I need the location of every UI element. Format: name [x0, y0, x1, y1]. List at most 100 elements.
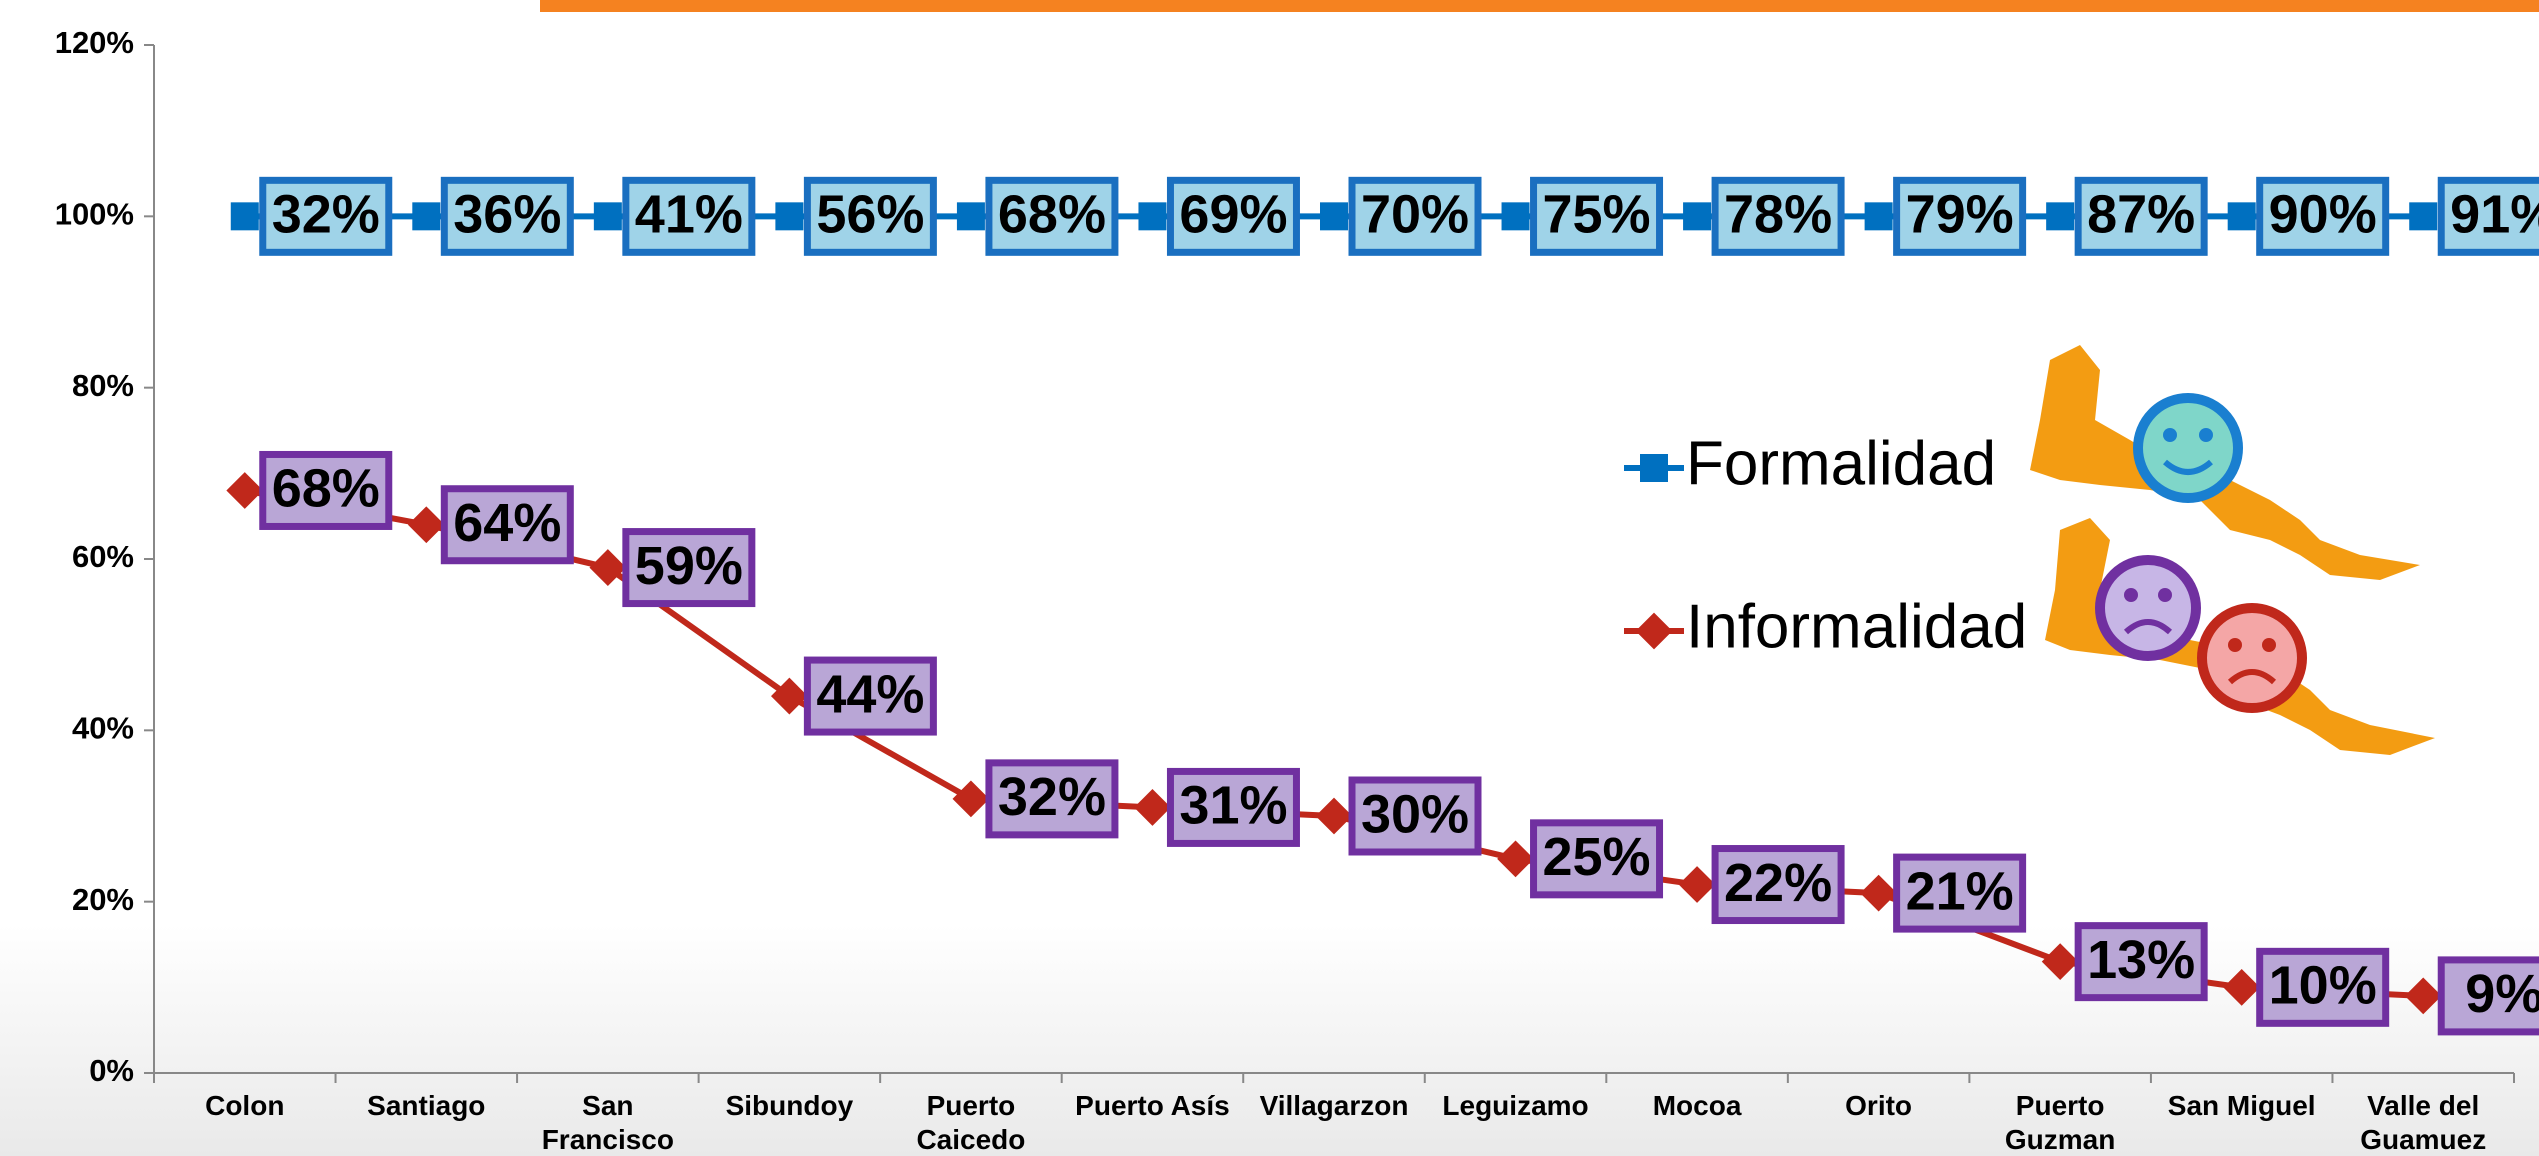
- point: [2041, 943, 2079, 981]
- sad-face: [2197, 603, 2307, 713]
- y-tick-label: 120%: [55, 25, 134, 60]
- data-label: 68%: [272, 459, 380, 519]
- data-label: 75%: [1542, 185, 1650, 245]
- data-label: 10%: [2269, 956, 2377, 1016]
- data-label: 32%: [272, 185, 380, 245]
- x-tick-label: Sibundoy: [725, 1090, 854, 1121]
- data-label: 30%: [1361, 784, 1469, 844]
- smile: [2163, 459, 2213, 475]
- x-tick-label: Puerto Asís: [1075, 1090, 1230, 1121]
- point: [2227, 202, 2256, 231]
- label-box: [622, 528, 756, 608]
- label-box: [259, 176, 393, 256]
- top-bar: [540, 0, 2539, 12]
- x-tick-label: Puerto Guzman: [2004, 1090, 2116, 1155]
- point: [1678, 866, 1716, 903]
- x-tick-label: Leguizamo: [1442, 1090, 1589, 1121]
- label-box: [1348, 776, 1482, 856]
- label-box: [1166, 176, 1300, 256]
- map-shape: [2030, 345, 2420, 580]
- data-label: 25%: [1542, 827, 1650, 887]
- point: [1138, 202, 1167, 231]
- legend-marker: [1640, 454, 1668, 482]
- data-label: 36%: [453, 185, 561, 245]
- label-box: [2074, 176, 2208, 256]
- data-label: 31%: [1179, 776, 1287, 836]
- label-box: [1348, 176, 1482, 256]
- label-box: [1530, 819, 1664, 899]
- label-box: [1893, 176, 2027, 256]
- point: [2046, 202, 2075, 231]
- x-tick-label: San Miguel: [2167, 1090, 2316, 1121]
- data-label: 32%: [998, 767, 1106, 827]
- label-box: [2437, 956, 2539, 1036]
- point: [1134, 789, 1171, 826]
- point: [1320, 202, 1348, 231]
- x-tick-label: Mocoa: [1652, 1090, 1742, 1121]
- label-box: [2074, 922, 2208, 1002]
- point: [226, 472, 264, 509]
- point: [1497, 840, 1534, 878]
- label-box: [259, 450, 393, 530]
- label-box: [622, 176, 756, 256]
- eye: [2199, 428, 2213, 442]
- x-tick-label: Puerto Caicedo: [916, 1090, 1026, 1155]
- data-label: 87%: [2087, 185, 2195, 245]
- data-label: 90%: [2269, 185, 2377, 245]
- point: [230, 202, 259, 231]
- label-box: [803, 176, 937, 256]
- data-label: 64%: [453, 493, 561, 553]
- label-box: [985, 759, 1119, 839]
- label-box: [985, 176, 1119, 256]
- label-box: [2256, 947, 2390, 1027]
- data-label: 56%: [816, 185, 924, 245]
- label-box: [1711, 845, 1845, 925]
- point: [952, 780, 990, 818]
- eye: [2124, 588, 2138, 602]
- frown: [2227, 669, 2277, 685]
- data-label: 9%: [2465, 964, 2539, 1024]
- point: [593, 202, 622, 231]
- data-label: 21%: [1906, 861, 2014, 921]
- y-tick-label: 20%: [72, 882, 134, 917]
- data-label: 91%: [2450, 185, 2539, 245]
- eye: [2228, 638, 2242, 652]
- point: [1860, 874, 1898, 912]
- data-label: 22%: [1724, 853, 1832, 913]
- label-box: [1893, 853, 2027, 933]
- y-tick-label: 60%: [72, 539, 134, 574]
- y-tick-label: 40%: [72, 711, 134, 746]
- happy-face: [2133, 393, 2243, 503]
- decoration: [2030, 345, 2435, 755]
- point: [1683, 202, 1712, 231]
- label-box: [2256, 176, 2390, 256]
- label-box: [440, 176, 574, 256]
- x-tick-label: Villagarzon: [1259, 1090, 1409, 1121]
- eye: [2163, 428, 2177, 442]
- data-label: 69%: [1179, 185, 1287, 245]
- legend-label: Informalidad: [1686, 592, 2027, 661]
- data-label: 68%: [998, 185, 1106, 245]
- point: [407, 506, 445, 544]
- data-label: 41%: [635, 185, 743, 245]
- point: [2409, 202, 2438, 231]
- point: [956, 202, 985, 231]
- data-label: 78%: [1724, 185, 1832, 245]
- eye: [2158, 588, 2172, 602]
- data-label: 59%: [635, 536, 743, 596]
- point: [2223, 968, 2261, 1006]
- label-box: [1166, 767, 1300, 847]
- label-box: [803, 656, 937, 736]
- legend-label: Formalidad: [1686, 429, 1996, 498]
- point: [589, 549, 627, 586]
- x-tick-label: Colon: [205, 1090, 285, 1121]
- legend-marker: [1635, 612, 1673, 650]
- point: [1864, 202, 1893, 231]
- point: [1315, 797, 1353, 835]
- label-box: [1711, 176, 1845, 256]
- point: [2404, 977, 2442, 1015]
- point: [1501, 202, 1530, 231]
- data-label: 13%: [2087, 930, 2195, 990]
- data-label: 79%: [1906, 185, 2014, 245]
